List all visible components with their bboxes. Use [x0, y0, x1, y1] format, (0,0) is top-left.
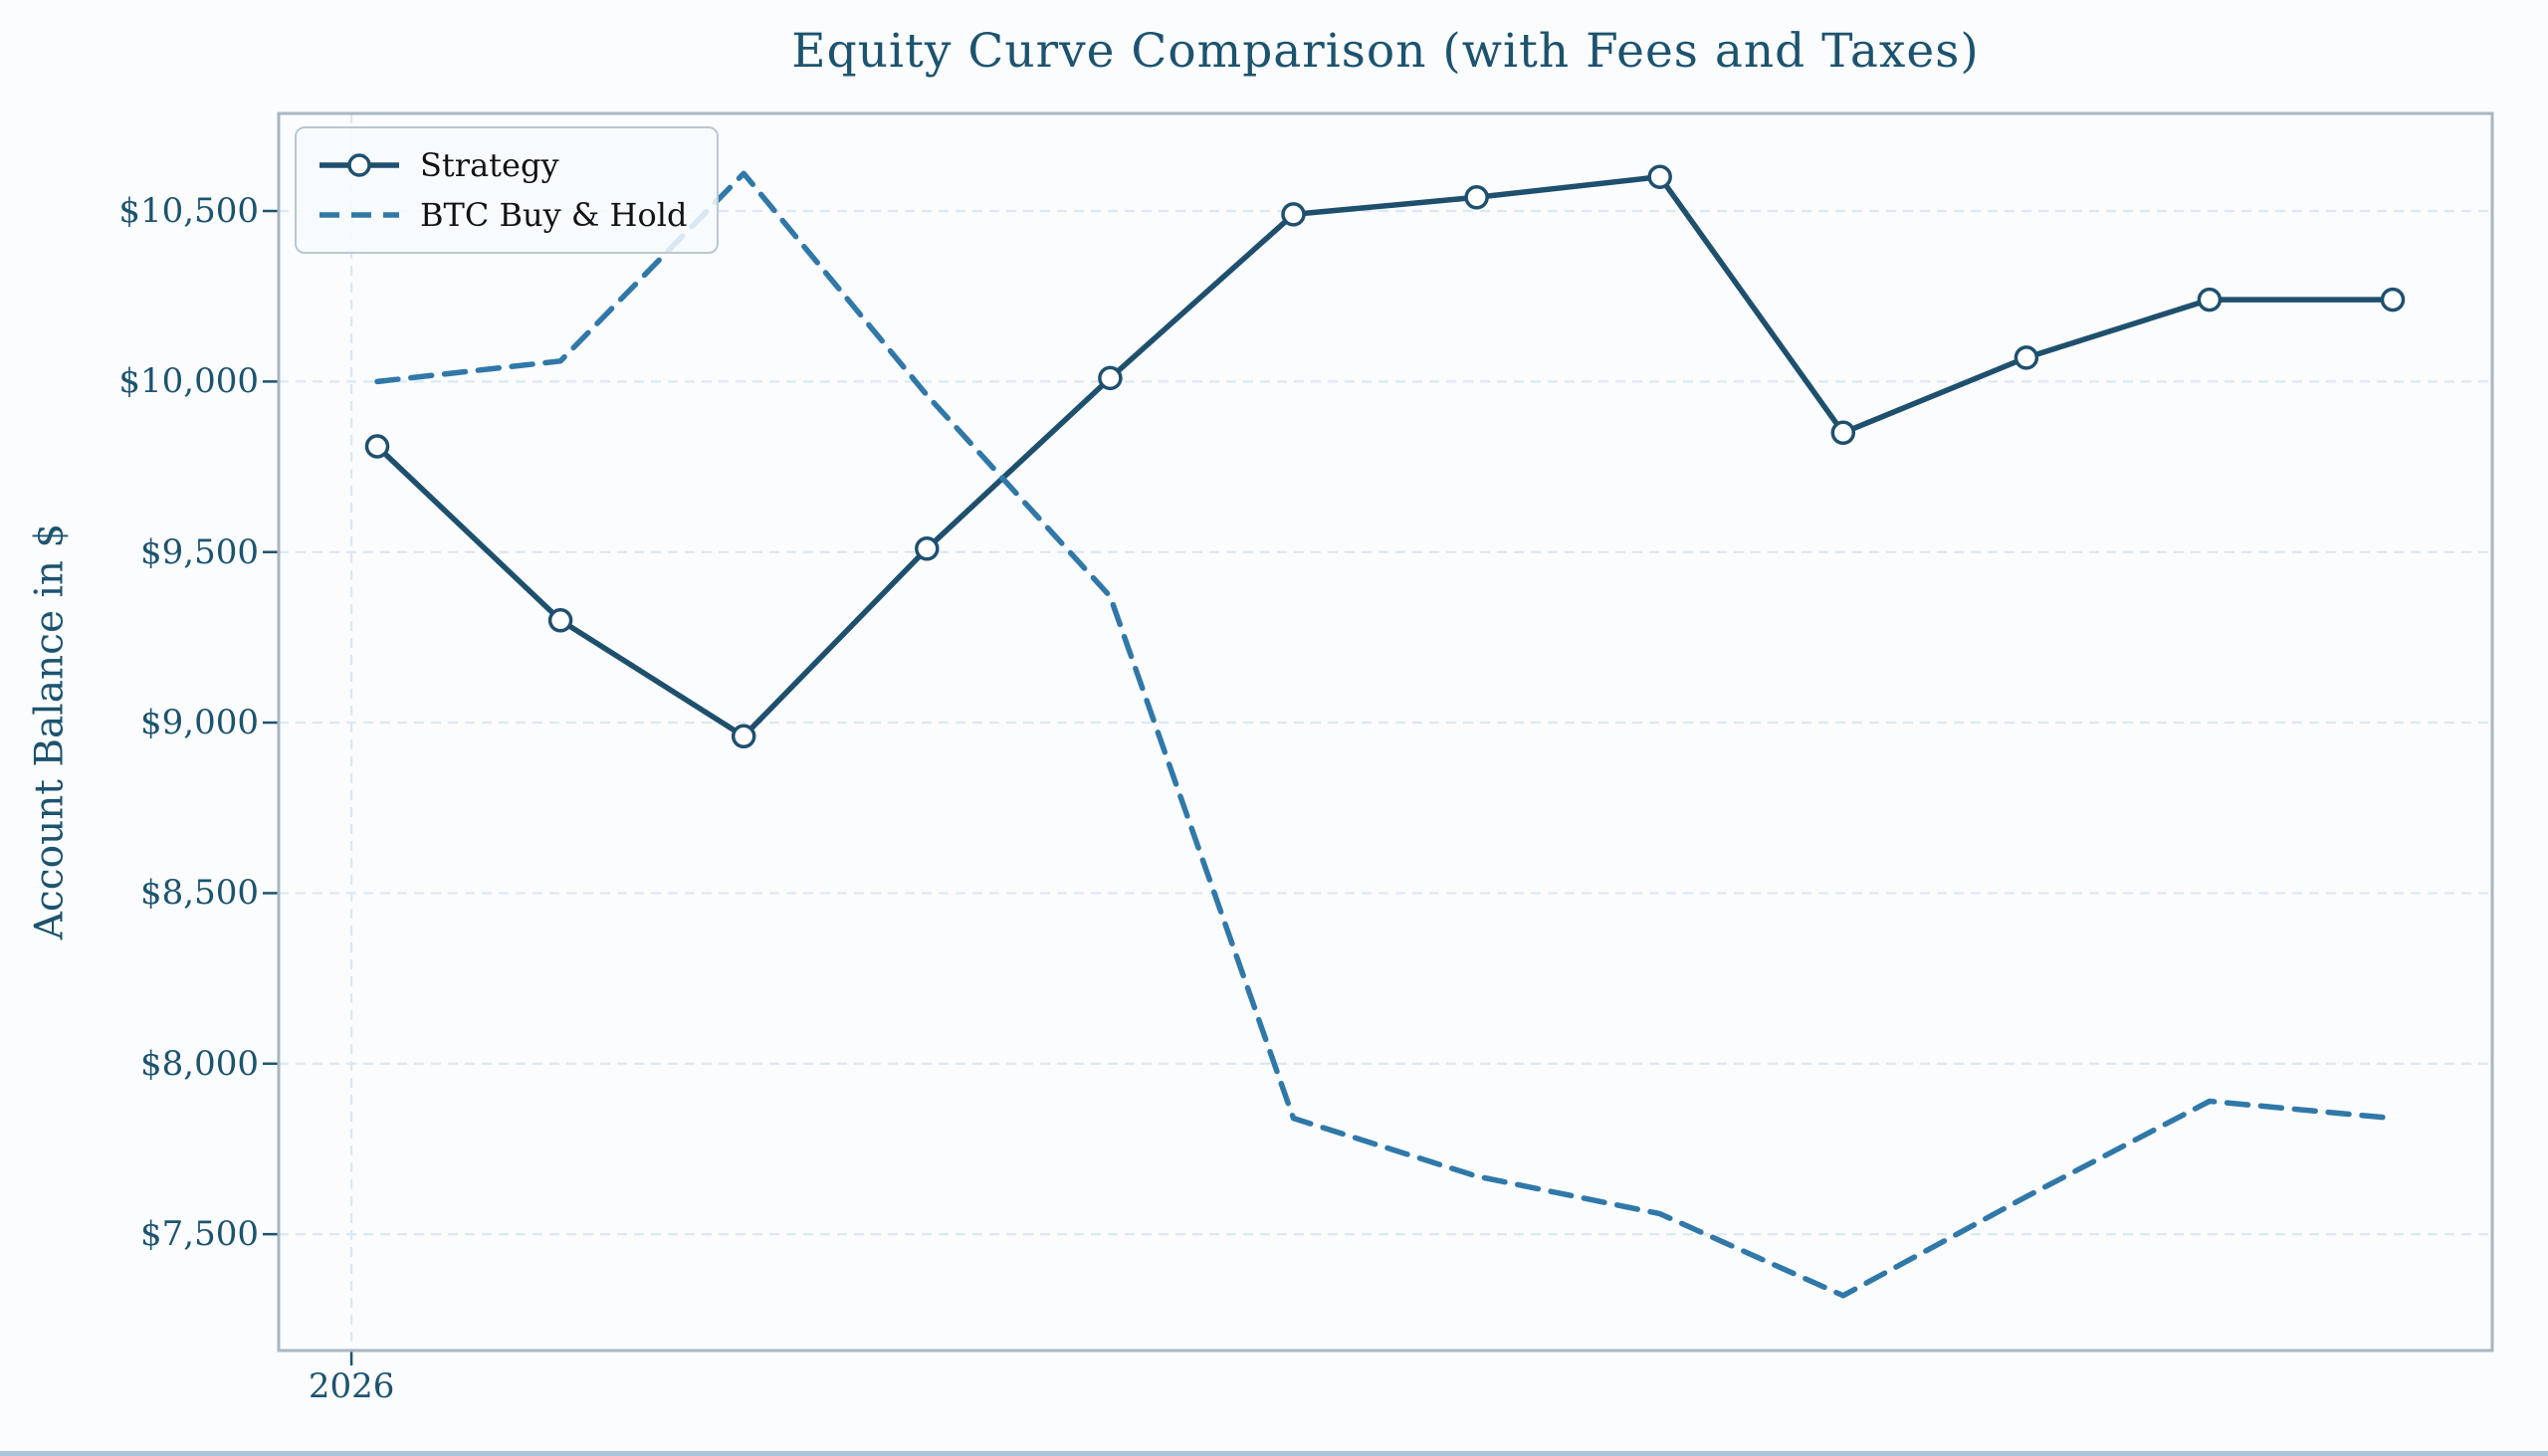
- figure-bottom-edge: [0, 1451, 2548, 1456]
- y-tick-label: $8,000: [140, 1043, 259, 1084]
- btc-dashed-line-swatch-icon: [319, 212, 399, 218]
- strategy-marker: [2197, 287, 2223, 312]
- strategy-marker: [1830, 420, 1856, 446]
- strategy-line: [374, 173, 2396, 739]
- strategy-line-swatch-icon: [319, 153, 399, 177]
- strategy-marker: [1281, 202, 1306, 227]
- y-tick-label: $9,000: [140, 703, 259, 743]
- strategy-marker: [547, 608, 573, 633]
- legend: Strategy BTC Buy & Hold: [295, 126, 720, 254]
- chart-title: Equity Curve Comparison (with Fees and T…: [791, 24, 1980, 79]
- strategy-marker: [364, 434, 390, 459]
- y-tick-label: $8,500: [140, 873, 259, 914]
- legend-item-strategy: Strategy: [317, 146, 687, 184]
- legend-label-btc: BTC Buy & Hold: [420, 196, 688, 234]
- y-tick-label: $7,500: [140, 1214, 259, 1255]
- strategy-marker: [915, 536, 940, 561]
- y-tick-label: $10,500: [118, 191, 259, 231]
- plot-border: [277, 111, 2494, 1352]
- legend-label-strategy: Strategy: [420, 146, 559, 184]
- legend-item-btc: BTC Buy & Hold: [317, 196, 687, 234]
- y-tick-label: $10,000: [118, 361, 259, 402]
- x-tick-label: 2026: [308, 1366, 395, 1406]
- strategy-marker: [1647, 164, 1672, 189]
- strategy-marker: [1098, 365, 1123, 391]
- strategy-marker: [2014, 345, 2039, 370]
- strategy-marker: [731, 724, 756, 749]
- strategy-marker: [1464, 185, 1489, 210]
- y-tick-label: $9,500: [140, 531, 259, 572]
- plot-background: [279, 113, 2492, 1351]
- strategy-marker: [2380, 287, 2406, 312]
- btc-buy-hold-line: [374, 170, 2396, 1299]
